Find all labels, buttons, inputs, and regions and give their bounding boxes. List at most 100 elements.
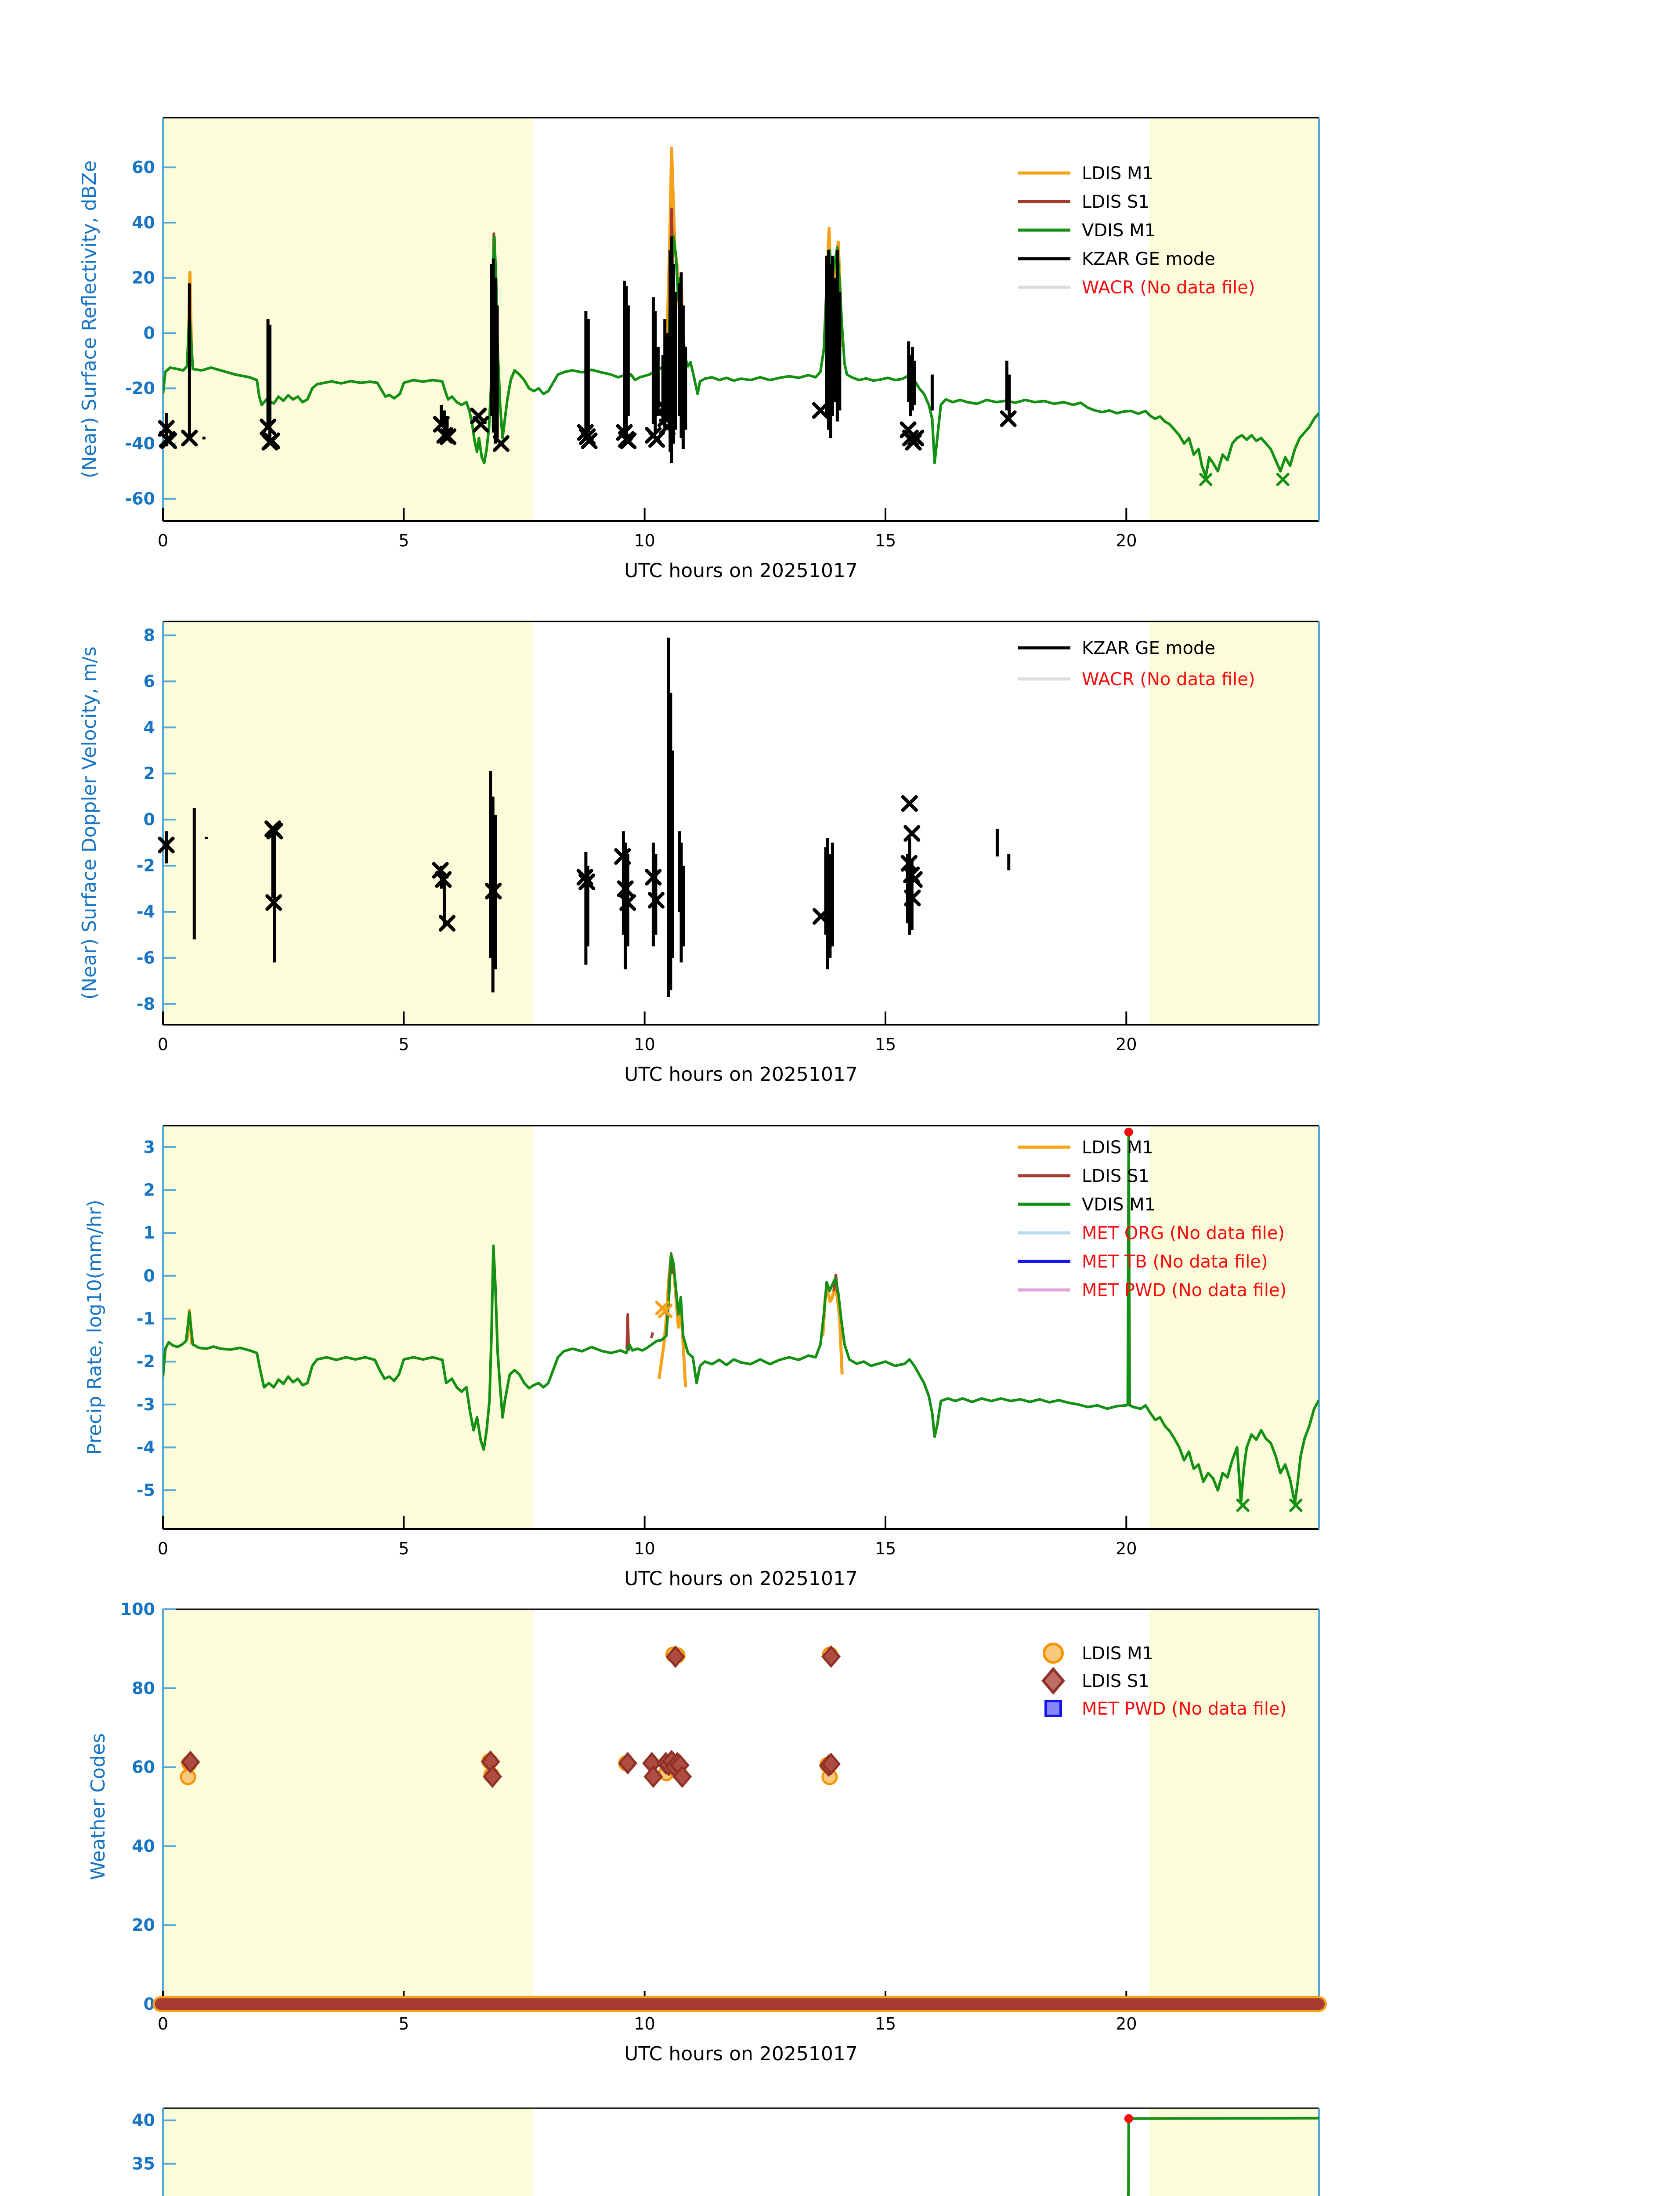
- svg-text:20: 20: [1116, 1539, 1137, 1558]
- y-axis-label: (Near) Surface Reflectivity, dBZe: [78, 160, 101, 478]
- legend: LDIS M1 LDIS S1 MET PWD (No data file): [1041, 1643, 1286, 1719]
- x-axis-label: UTC hours on 20251017: [624, 1568, 858, 1590]
- series-code band zero line: [152, 1996, 1327, 2012]
- series-KZAR GE mode: [165, 236, 1011, 463]
- svg-text:5: 5: [398, 1035, 409, 1054]
- svg-text:80: 80: [132, 1679, 155, 1698]
- series-LDIS S1: [491, 207, 841, 339]
- legend-label: VDIS M1: [1082, 220, 1156, 241]
- shaded-bands: [163, 2108, 1319, 2196]
- shaded-bands: [163, 1609, 1319, 2004]
- svg-text:-20: -20: [125, 379, 155, 398]
- legend-label: LDIS S1: [1082, 1166, 1149, 1186]
- svg-text:20: 20: [1116, 2014, 1137, 2033]
- legend-label: LDIS S1: [1082, 1671, 1149, 1691]
- svg-text:5: 5: [398, 531, 409, 550]
- svg-text:100: 100: [120, 1600, 155, 1619]
- y-axis-label: Weather Codes: [87, 1733, 109, 1880]
- series-VDIS M1: [163, 235, 1319, 478]
- svg-text:0: 0: [158, 1539, 168, 1558]
- svg-text:20: 20: [1116, 1035, 1137, 1054]
- svg-text:0: 0: [158, 2014, 168, 2033]
- svg-text:40: 40: [132, 2111, 155, 2130]
- svg-text:0: 0: [144, 810, 155, 829]
- series-KZAR flagged points: [158, 399, 1017, 452]
- legend-label: WACR (No data file): [1082, 669, 1255, 690]
- axes: 403530252015105005101520: [132, 2107, 1320, 2196]
- svg-text:5: 5: [398, 2014, 409, 2033]
- series: [158, 146, 1319, 486]
- legend-label: VDIS M1: [1082, 1195, 1156, 1215]
- series-VDIS flagged points: [1236, 1499, 1303, 1512]
- svg-text:60: 60: [132, 1758, 155, 1777]
- svg-text:-4: -4: [137, 902, 155, 921]
- series-spike end marker: [1124, 1127, 1133, 1137]
- svg-text:40: 40: [132, 1836, 155, 1856]
- series-KZAR flagged points: [158, 795, 923, 932]
- svg-text:-3: -3: [137, 1395, 155, 1414]
- svg-text:0: 0: [158, 1035, 168, 1054]
- svg-text:-40: -40: [125, 434, 155, 453]
- svg-text:2: 2: [144, 764, 155, 783]
- svg-text:4: 4: [144, 718, 155, 737]
- svg-text:60: 60: [132, 158, 155, 177]
- svg-text:2: 2: [144, 1180, 155, 1199]
- series: [1124, 2114, 1319, 2196]
- svg-text:10: 10: [634, 1539, 655, 1558]
- legend-label: MET ORG (No data file): [1082, 1223, 1285, 1243]
- svg-text:-6: -6: [137, 948, 155, 968]
- legend: KZAR GE mode WACR (No data file): [1018, 638, 1255, 690]
- panel-reflectivity: 60 40 20 0 -20 -40 -60 0 5 10 15 20 UTC hours on 202…: [78, 117, 1320, 582]
- svg-text:8: 8: [144, 625, 155, 645]
- svg-text:40: 40: [132, 213, 155, 232]
- legend-label: LDIS M1: [1082, 163, 1153, 184]
- svg-text:0: 0: [144, 1266, 155, 1286]
- panel-cum_precip: 403530252015105005101520UTC hours on 202…: [132, 2107, 1320, 2196]
- svg-text:-1: -1: [137, 1309, 155, 1328]
- shaded-bands: [163, 1126, 1319, 1529]
- svg-text:20: 20: [132, 268, 155, 288]
- svg-text:10: 10: [634, 1035, 655, 1054]
- svg-text:20: 20: [132, 1915, 155, 1935]
- series: [163, 1127, 1319, 1512]
- legend: LDIS M1 LDIS S1 VDIS M1 MET ORG (No data fi…: [1018, 1138, 1286, 1300]
- legend-label: LDIS M1: [1082, 1643, 1153, 1664]
- svg-text:3: 3: [144, 1138, 155, 1157]
- series-LDIS flagged points: [655, 1300, 673, 1318]
- svg-text:-60: -60: [125, 489, 155, 509]
- series-LDIS S1 codes: [181, 1645, 841, 1788]
- legend-label: WACR (No data file): [1082, 278, 1255, 298]
- svg-text:5: 5: [398, 1539, 409, 1558]
- legend: LDIS M1 LDIS S1 VDIS M1 KZAR GE mode WACR (N…: [1018, 163, 1255, 298]
- series-VDIS flagged points: [1199, 473, 1290, 486]
- y-axis-label: (Near) Surface Doppler Velocity, m/s: [78, 647, 101, 1000]
- legend-label: LDIS S1: [1082, 192, 1149, 212]
- x-axis-label: UTC hours on 20251017: [624, 560, 858, 582]
- svg-text:15: 15: [875, 2014, 896, 2033]
- svg-text:6: 6: [144, 672, 155, 691]
- legend-label: KZAR GE mode: [1082, 638, 1215, 658]
- svg-text:-4: -4: [137, 1438, 155, 1457]
- svg-text:-8: -8: [137, 994, 155, 1014]
- svg-text:0: 0: [158, 531, 168, 550]
- series-step end marker: [1124, 2114, 1133, 2123]
- legend-label: KZAR GE mode: [1082, 249, 1215, 269]
- svg-text:-5: -5: [137, 1481, 155, 1500]
- legend-label: MET PWD (No data file): [1082, 1699, 1286, 1719]
- svg-text:0: 0: [144, 323, 155, 343]
- svg-text:20: 20: [1116, 531, 1137, 550]
- svg-text:10: 10: [634, 531, 655, 550]
- svg-text:35: 35: [132, 2154, 155, 2174]
- legend-label: MET PWD (No data file): [1082, 1280, 1286, 1300]
- legend-label: MET TB (No data file): [1082, 1252, 1268, 1272]
- series: [158, 637, 1011, 997]
- y-axis-label: Precip Rate, log10(mm/hr): [83, 1199, 106, 1455]
- x-axis-label: UTC hours on 20251017: [624, 2043, 858, 2065]
